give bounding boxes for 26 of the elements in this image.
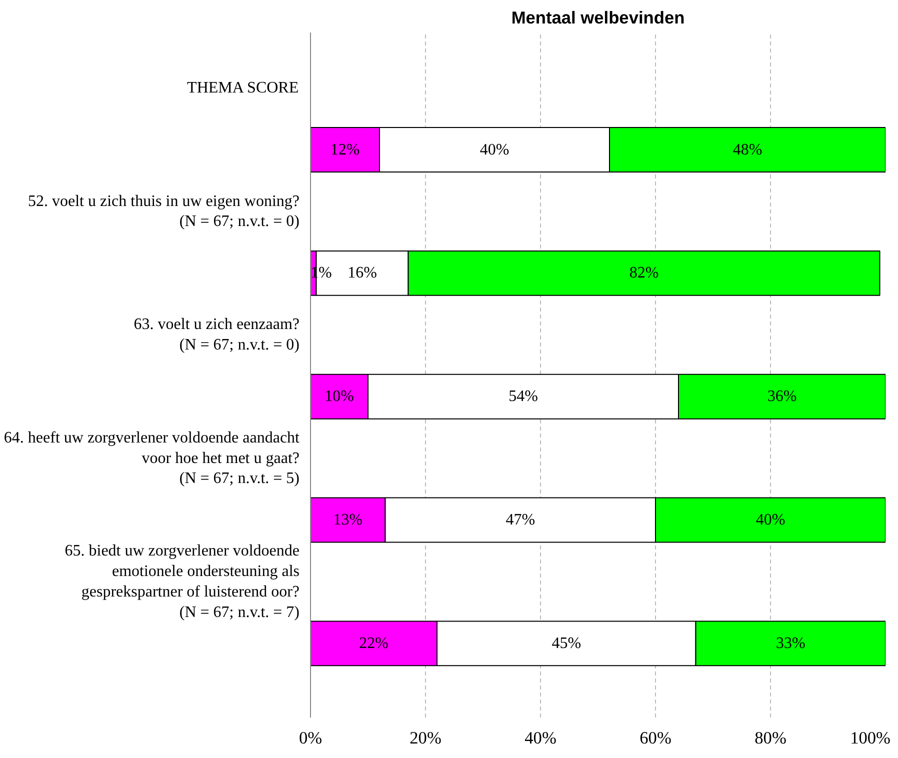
data-label: 40% <box>756 512 786 529</box>
chart-title: Mentaal welbevinden <box>511 8 685 28</box>
data-label: 48% <box>732 141 762 158</box>
data-label: 16% <box>348 264 377 282</box>
y-tick-label: 52. voelt u zich thuis in uw eigen woning? (N = 67; n.v.t. = 0) <box>28 192 300 230</box>
y-tick-label: THEMA SCORE <box>187 80 299 97</box>
y-tick-label: 65. biedt uw zorgverlener voldoende emotionele ondersteuning als gesprekspartner of luisterend oor? (N = 67; n.v.t. = 7) <box>64 542 300 621</box>
x-tick-label: 40% <box>524 728 556 748</box>
data-label: 33% <box>776 634 806 652</box>
data-label: 12% <box>330 141 360 158</box>
x-tick-label: 80% <box>754 728 786 748</box>
y-tick-label: 64. heeft uw zorgverlener voldoende aandacht voor hoe het met u gaat? (N = 67; n.v.t. = 5) <box>4 429 300 488</box>
data-label: 10% <box>324 388 354 406</box>
x-tick-label: 60% <box>640 728 672 748</box>
data-label: 22% <box>359 634 388 652</box>
x-tick-label: 100% <box>850 728 891 748</box>
x-tick-label: 0% <box>298 728 322 748</box>
data-label: 45% <box>552 634 582 652</box>
data-label: 47% <box>506 512 536 529</box>
x-tick-label: 20% <box>410 728 442 748</box>
data-label: 82% <box>629 264 659 282</box>
y-tick-label: 63. voelt u zich eenzaam? (N = 67; n.v.t. = 0) <box>134 316 300 354</box>
data-label: 13% <box>333 512 363 529</box>
data-label: 36% <box>767 388 797 406</box>
data-label: 54% <box>508 388 538 406</box>
data-label: 40% <box>480 141 510 158</box>
